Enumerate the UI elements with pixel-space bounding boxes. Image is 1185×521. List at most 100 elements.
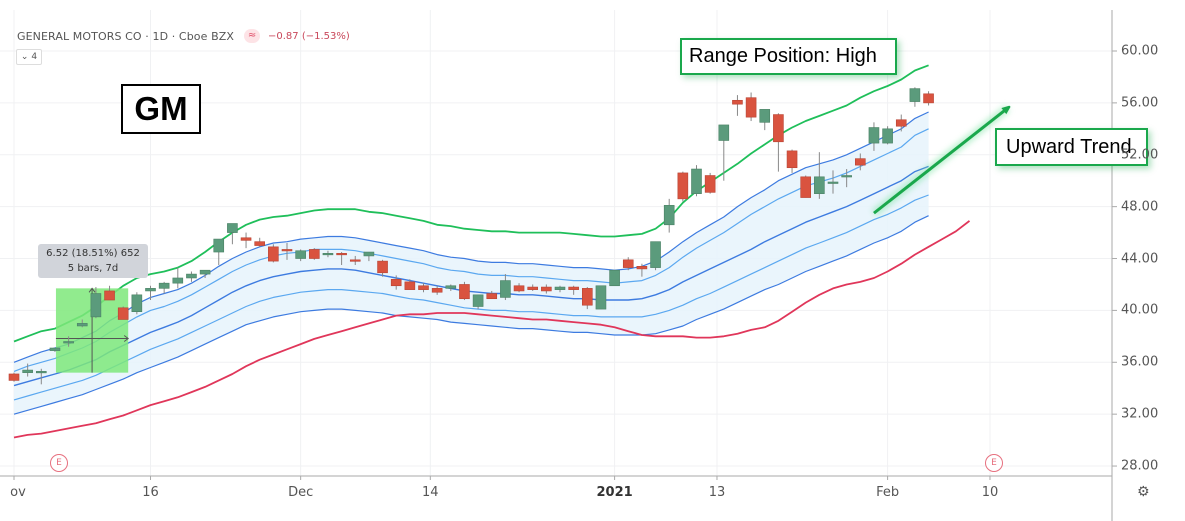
candle-body-up xyxy=(691,168,702,194)
candle-body-down xyxy=(541,286,552,292)
candle xyxy=(404,279,416,290)
measure-arrowhead-right xyxy=(123,335,130,342)
candle-body-down xyxy=(431,288,443,293)
candle xyxy=(254,237,265,247)
candle-body-up xyxy=(827,181,839,184)
candle-body-down xyxy=(581,288,593,306)
candle xyxy=(199,269,211,278)
candle-body-down xyxy=(486,293,498,300)
candle xyxy=(295,249,306,262)
candle xyxy=(213,238,225,266)
candle xyxy=(445,284,457,291)
candle-body-down xyxy=(349,259,361,262)
candle xyxy=(90,287,102,319)
x-tick-label: 10 xyxy=(981,485,999,500)
candle-body-up xyxy=(909,88,921,102)
candle-body-down xyxy=(377,260,388,274)
candle-body-down xyxy=(336,253,347,256)
measure-line2: 5 bars, 7d xyxy=(67,263,119,274)
middle-band-line xyxy=(13,165,929,387)
candle-body-down xyxy=(240,237,252,241)
candle xyxy=(172,267,184,289)
candle-body-up xyxy=(145,288,156,292)
candle xyxy=(636,263,648,277)
candle-body-up xyxy=(199,269,211,275)
candle-body-down xyxy=(459,284,470,300)
y-tick-label: 40.00 xyxy=(1121,302,1159,318)
band-line-4 xyxy=(13,215,929,415)
symbol-title: GENERAL MOTORS CO · 1D · Cboe BZX xyxy=(17,29,235,43)
candle xyxy=(895,114,907,132)
candle-body-up xyxy=(90,293,102,318)
candle-body-up xyxy=(868,127,880,144)
candle xyxy=(882,126,893,145)
candle-body-down xyxy=(923,93,934,104)
candle xyxy=(322,250,334,258)
settings-gear-icon[interactable]: ⚙ xyxy=(1137,484,1150,500)
candle-body-up xyxy=(718,124,730,141)
approx-icon[interactable]: ≈ xyxy=(244,29,261,43)
trend-arrow[interactable] xyxy=(871,104,1008,217)
y-tick-label: 32.00 xyxy=(1121,406,1159,422)
candle-body-down xyxy=(677,172,689,200)
candle xyxy=(336,252,347,266)
candle xyxy=(227,223,238,245)
candle-body-up xyxy=(227,223,238,233)
band-fill-area xyxy=(14,112,929,415)
candle xyxy=(363,251,375,262)
measure-arrowhead-up xyxy=(88,287,96,293)
candle-body-down xyxy=(704,175,716,193)
candle xyxy=(595,285,607,310)
upward-trend-callout: Upward Trend xyxy=(995,128,1148,166)
candle xyxy=(472,294,484,310)
candle-body-up xyxy=(22,369,33,373)
lower-band-line xyxy=(13,220,971,439)
band-line-2 xyxy=(13,128,929,372)
candle-body-down xyxy=(854,158,866,166)
candle xyxy=(527,284,539,291)
band-fill xyxy=(14,112,929,415)
candle xyxy=(104,285,115,301)
candle-body-up xyxy=(882,128,893,144)
candle-body-up xyxy=(554,286,566,290)
candle xyxy=(554,285,566,293)
y-tick-label: 56.00 xyxy=(1121,95,1159,111)
x-tick-label: 16 xyxy=(142,485,159,500)
candle xyxy=(513,283,525,293)
candle-body-up xyxy=(363,251,375,257)
y-tick-label: 48.00 xyxy=(1121,199,1159,215)
candle-body-down xyxy=(418,285,429,290)
candle-body-up xyxy=(814,176,825,194)
y-tick-label: 36.00 xyxy=(1121,354,1159,370)
trend-arrow-line[interactable] xyxy=(873,108,1008,215)
candle xyxy=(390,275,402,290)
candle-body-up xyxy=(841,175,852,178)
candle-body-down xyxy=(308,249,320,259)
ticker-annotation: GM xyxy=(121,84,201,134)
candle-body-down xyxy=(404,281,416,290)
indicators-collapse-button[interactable]: ⌄ 4 xyxy=(16,49,42,65)
candle xyxy=(827,170,839,194)
candle-body-down xyxy=(773,114,784,143)
candle-body-up xyxy=(131,294,143,312)
candle-body-down xyxy=(800,176,812,198)
candle xyxy=(459,281,470,301)
candle xyxy=(76,319,88,328)
candle-body-down xyxy=(527,286,539,290)
candle xyxy=(431,285,443,295)
candle xyxy=(281,242,293,260)
y-tick-label: 60.00 xyxy=(1121,43,1159,59)
earnings-marker-icon[interactable]: E xyxy=(49,454,68,472)
candle-body-down xyxy=(268,246,279,262)
x-tick-label: 13 xyxy=(708,485,726,500)
candle xyxy=(923,91,934,106)
candle-body-up xyxy=(500,280,511,298)
candle xyxy=(117,306,129,320)
candle xyxy=(732,95,743,116)
band-line-1 xyxy=(13,111,929,363)
candle-body-up xyxy=(35,371,47,374)
candle xyxy=(131,292,143,315)
earnings-marker-icon[interactable]: E xyxy=(984,454,1003,472)
candle-body-up xyxy=(759,109,771,123)
